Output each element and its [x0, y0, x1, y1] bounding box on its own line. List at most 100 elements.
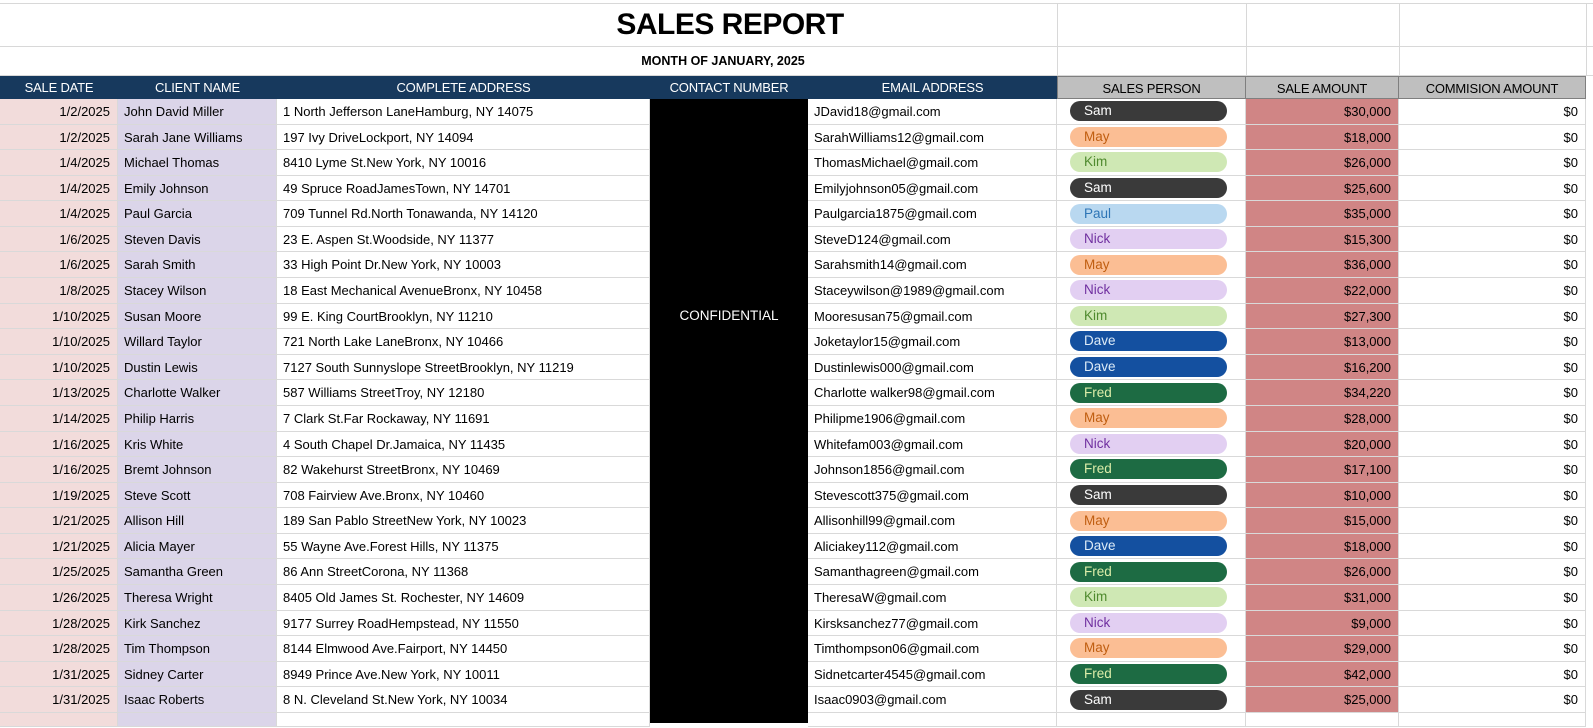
cell-client-name[interactable]: John David Miller [118, 99, 277, 125]
cell-sale-amount[interactable]: $31,000 [1246, 584, 1399, 611]
cell-commission-amount[interactable]: $0 [1399, 533, 1586, 560]
cell-commission-amount[interactable] [1399, 713, 1586, 727]
cell-complete-address[interactable]: 4 South Chapel Dr.Jamaica, NY 11435 [277, 431, 650, 458]
cell-sale-amount[interactable]: $35,000 [1246, 201, 1399, 227]
cell-sales-person[interactable]: May [1057, 405, 1246, 432]
cell-commission-amount[interactable]: $0 [1399, 303, 1586, 330]
cell-sale-amount[interactable]: $27,300 [1246, 303, 1399, 330]
cell-sale-amount[interactable]: $34,220 [1246, 380, 1399, 406]
cell-commission-amount[interactable]: $0 [1399, 175, 1586, 202]
cell-commission-amount[interactable]: $0 [1399, 99, 1586, 125]
cell-email-address[interactable]: Samanthagreen@gmail.com [808, 559, 1057, 585]
cell-sale-amount[interactable]: $18,000 [1246, 124, 1399, 151]
cell-email-address[interactable]: Joketaylor15@gmail.com [808, 329, 1057, 355]
cell-client-name[interactable] [118, 713, 277, 727]
cell-sale-date[interactable]: 1/28/2025 [0, 636, 118, 662]
cell-client-name[interactable]: Stacey Wilson [118, 278, 277, 304]
cell-sale-amount[interactable]: $29,000 [1246, 636, 1399, 662]
cell-complete-address[interactable]: 709 Tunnel Rd.North Tonawanda, NY 14120 [277, 201, 650, 227]
cell-sale-date[interactable]: 1/16/2025 [0, 457, 118, 483]
cell-complete-address[interactable]: 99 E. King CourtBrooklyn, NY 11210 [277, 303, 650, 330]
cell-client-name[interactable]: Steve Scott [118, 482, 277, 509]
cell-complete-address[interactable]: 8949 Prince Ave.New York, NY 10011 [277, 661, 650, 688]
cell-email-address[interactable]: Whitefam003@gmail.com [808, 431, 1057, 458]
report-title[interactable]: SALES REPORT [616, 8, 844, 41]
cell-client-name[interactable]: Isaac Roberts [118, 687, 277, 713]
cell-complete-address[interactable]: 33 High Point Dr.New York, NY 10003 [277, 252, 650, 279]
cell-sale-amount[interactable]: $18,000 [1246, 533, 1399, 560]
cell-client-name[interactable]: Dustin Lewis [118, 354, 277, 381]
cell-client-name[interactable]: Emily Johnson [118, 175, 277, 202]
cell-email-address[interactable]: Paulgarcia1875@gmail.com [808, 201, 1057, 227]
cell-sales-person[interactable]: Nick [1057, 278, 1246, 304]
cell-sale-date[interactable]: 1/6/2025 [0, 252, 118, 279]
cell-commission-amount[interactable]: $0 [1399, 584, 1586, 611]
cell-sales-person[interactable]: Fred [1057, 380, 1246, 406]
cell-complete-address[interactable]: 8 N. Cleveland St.New York, NY 10034 [277, 687, 650, 713]
cell-complete-address[interactable]: 1 North Jefferson LaneHamburg, NY 14075 [277, 99, 650, 125]
cell-sales-person[interactable]: Nick [1057, 226, 1246, 253]
cell-sale-amount[interactable]: $10,000 [1246, 482, 1399, 509]
cell-email-address[interactable]: SteveD124@gmail.com [808, 226, 1057, 253]
cell-sales-person[interactable]: Dave [1057, 329, 1246, 355]
cell-commission-amount[interactable]: $0 [1399, 482, 1586, 509]
cell-complete-address[interactable]: 587 Williams StreetTroy, NY 12180 [277, 380, 650, 406]
cell-sale-date[interactable]: 1/14/2025 [0, 405, 118, 432]
cell-complete-address[interactable]: 9177 Surrey RoadHempstead, NY 11550 [277, 610, 650, 637]
cell-email-address[interactable]: Allisonhill99@gmail.com [808, 508, 1057, 534]
cell-commission-amount[interactable]: $0 [1399, 329, 1586, 355]
cell-client-name[interactable]: Willard Taylor [118, 329, 277, 355]
cell-sale-amount[interactable]: $13,000 [1246, 329, 1399, 355]
cell-commission-amount[interactable]: $0 [1399, 457, 1586, 483]
cell-email-address[interactable]: Emilyjohnson05@gmail.com [808, 175, 1057, 202]
cell-commission-amount[interactable]: $0 [1399, 431, 1586, 458]
cell-sales-person[interactable]: Sam [1057, 175, 1246, 202]
header-sale-date[interactable]: SALE DATE [0, 76, 118, 99]
cell-client-name[interactable]: Alicia Mayer [118, 533, 277, 560]
cell-sale-date[interactable]: 1/28/2025 [0, 610, 118, 637]
cell-complete-address[interactable]: 86 Ann StreetCorona, NY 11368 [277, 559, 650, 585]
cell-sale-date[interactable]: 1/13/2025 [0, 380, 118, 406]
cell-sale-amount[interactable]: $15,000 [1246, 508, 1399, 534]
cell-sale-date[interactable]: 1/25/2025 [0, 559, 118, 585]
cell-sale-amount[interactable]: $16,200 [1246, 354, 1399, 381]
cell-sale-date[interactable]: 1/10/2025 [0, 303, 118, 330]
cell-email-address[interactable] [808, 713, 1057, 727]
cell-sale-amount[interactable]: $9,000 [1246, 610, 1399, 637]
cell-sales-person[interactable]: Dave [1057, 354, 1246, 381]
cell-sales-person[interactable]: Fred [1057, 559, 1246, 585]
cell-sale-amount[interactable]: $17,100 [1246, 457, 1399, 483]
cell-email-address[interactable]: Philipme1906@gmail.com [808, 405, 1057, 432]
cell-commission-amount[interactable]: $0 [1399, 201, 1586, 227]
cell-sale-date[interactable]: 1/6/2025 [0, 226, 118, 253]
cell-sale-date[interactable]: 1/26/2025 [0, 584, 118, 611]
cell-sale-date[interactable]: 1/2/2025 [0, 99, 118, 125]
cell-commission-amount[interactable]: $0 [1399, 636, 1586, 662]
cell-complete-address[interactable] [277, 713, 650, 727]
cell-commission-amount[interactable]: $0 [1399, 687, 1586, 713]
cell-sales-person[interactable]: Sam [1057, 687, 1246, 713]
cell-sales-person[interactable]: Fred [1057, 661, 1246, 688]
cell-commission-amount[interactable]: $0 [1399, 278, 1586, 304]
cell-client-name[interactable]: Bremt Johnson [118, 457, 277, 483]
cell-sale-date[interactable]: 1/2/2025 [0, 124, 118, 151]
cell-email-address[interactable]: Dustinlewis000@gmail.com [808, 354, 1057, 381]
cell-sale-date[interactable]: 1/31/2025 [0, 687, 118, 713]
cell-sales-person[interactable]: Dave [1057, 533, 1246, 560]
cell-email-address[interactable]: Sidnetcarter4545@gmail.com [808, 661, 1057, 688]
cell-sale-date[interactable]: 1/10/2025 [0, 354, 118, 381]
cell-complete-address[interactable]: 23 E. Aspen St.Woodside, NY 11377 [277, 226, 650, 253]
cell-sale-amount[interactable]: $42,000 [1246, 661, 1399, 688]
cell-sale-date[interactable]: 1/16/2025 [0, 431, 118, 458]
cell-sale-amount[interactable]: $25,000 [1246, 687, 1399, 713]
cell-sales-person[interactable]: Fred [1057, 457, 1246, 483]
cell-sale-amount[interactable] [1246, 713, 1399, 727]
cell-email-address[interactable]: Stevescott375@gmail.com [808, 482, 1057, 509]
cell-sale-amount[interactable]: $20,000 [1246, 431, 1399, 458]
cell-email-address[interactable]: Timthompson06@gmail.com [808, 636, 1057, 662]
cell-sale-amount[interactable]: $28,000 [1246, 405, 1399, 432]
cell-sales-person[interactable]: May [1057, 636, 1246, 662]
cell-complete-address[interactable]: 8410 Lyme St.New York, NY 10016 [277, 150, 650, 176]
cell-sales-person[interactable]: May [1057, 252, 1246, 279]
cell-complete-address[interactable]: 189 San Pablo StreetNew York, NY 10023 [277, 508, 650, 534]
